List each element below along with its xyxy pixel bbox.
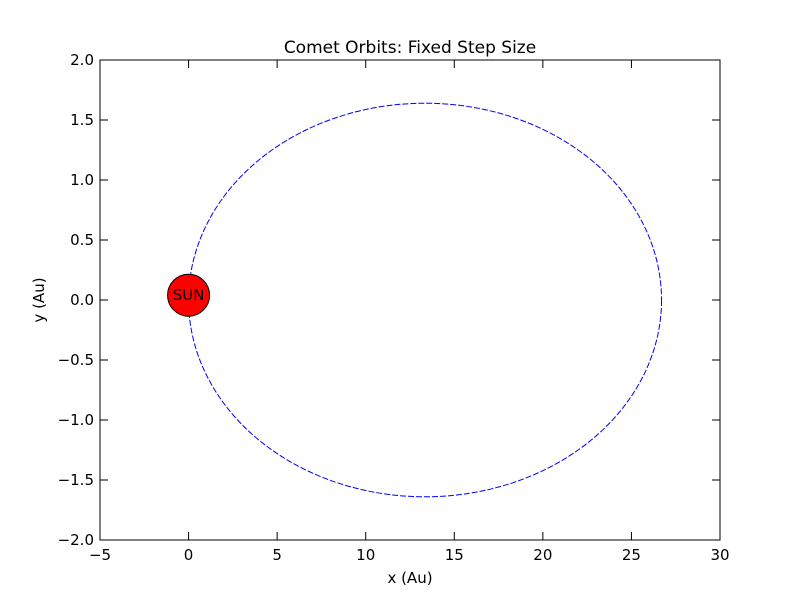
- x-tick-label: 5: [272, 546, 282, 564]
- y-tick-label: 1.5: [70, 111, 94, 129]
- y-tick-label: 0.0: [70, 291, 94, 309]
- sun-label: SUN: [173, 286, 205, 304]
- x-tick-label: 25: [622, 546, 641, 564]
- chart-title: Comet Orbits: Fixed Step Size: [284, 38, 536, 58]
- x-tick-label: 0: [184, 546, 194, 564]
- x-tick-label: 20: [533, 546, 552, 564]
- y-tick-label: 0.5: [70, 231, 94, 249]
- y-tick-label: 1.0: [70, 171, 94, 189]
- sun-marker: [167, 273, 211, 317]
- y-tick-label: −1.5: [58, 471, 94, 489]
- y-tick-label: 2.0: [70, 51, 94, 69]
- sun-layer: SUN: [167, 273, 211, 317]
- x-tick-label: 10: [356, 546, 375, 564]
- x-tick-label: 30: [710, 546, 729, 564]
- x-axis-label: x (Au): [387, 569, 432, 587]
- y-tick-label: −2.0: [58, 531, 94, 549]
- y-axis-label: y (Au): [30, 277, 48, 322]
- x-tick-label: −5: [89, 546, 111, 564]
- x-tick-label: 15: [445, 546, 464, 564]
- y-tick-label: −0.5: [58, 351, 94, 369]
- y-ticks-layer: −2.0 −1.5 −1.0 −0.5 0.0 0.5 1.0 1.5 2.0: [58, 51, 720, 549]
- x-ticks-layer: −5 0 5 10 15 20 25 30: [89, 60, 730, 564]
- y-tick-label: −1.0: [58, 411, 94, 429]
